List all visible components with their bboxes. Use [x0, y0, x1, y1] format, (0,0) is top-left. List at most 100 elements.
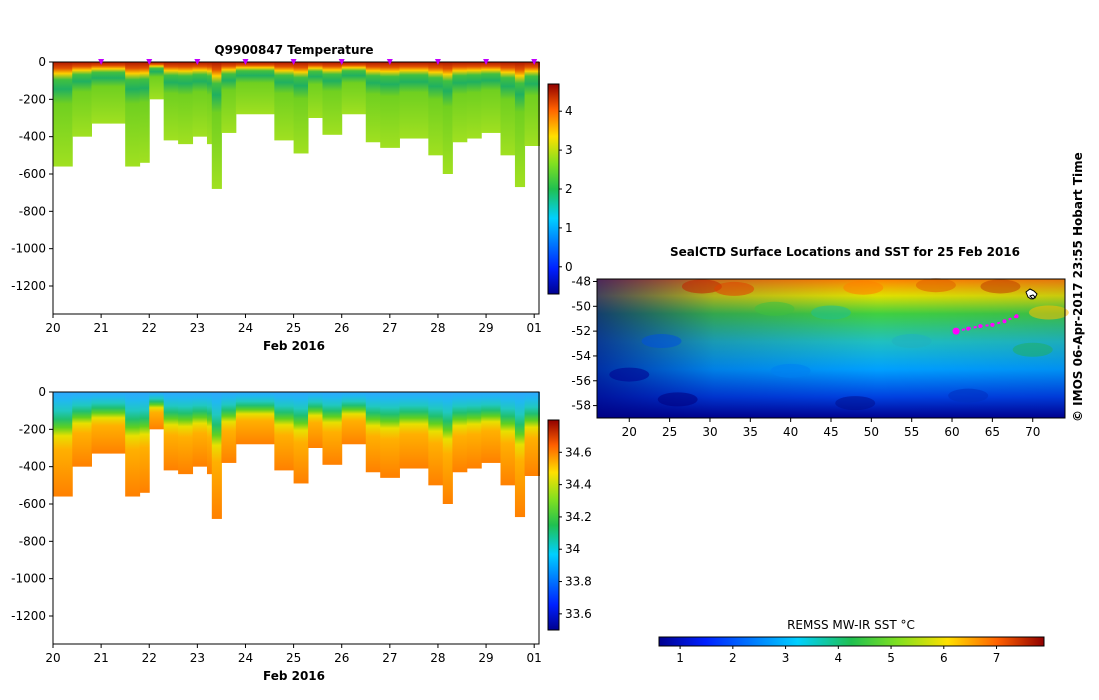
sst-colorbar-label: REMSS MW-IR SST °C — [787, 618, 915, 632]
profile-marker — [242, 59, 249, 65]
x-tick-label: 27 — [382, 651, 397, 665]
sst-anomaly — [843, 280, 884, 295]
temperature-colorbar-ticks: 0 1 2 3 4 — [559, 104, 573, 274]
sst-anomaly — [641, 334, 682, 349]
seal-track-point — [1014, 314, 1019, 319]
sst-anomaly — [609, 367, 650, 382]
profile-column — [452, 62, 468, 143]
y-tick-label: -600 — [19, 167, 46, 181]
profile-marker — [386, 59, 393, 65]
salinity-field — [53, 392, 540, 519]
temperature-y-axis: 0 -200 -400 -600 -800 -1000 -1200 — [11, 55, 53, 293]
x-tick-label: 20 — [45, 651, 60, 665]
profile-column — [428, 392, 444, 486]
island-outline — [1025, 288, 1038, 300]
y-tick-label: -56 — [571, 374, 591, 388]
profile-column — [341, 392, 367, 445]
sst-colorbar-ticks: 1 2 3 4 5 6 7 — [676, 646, 1000, 665]
profile-column — [206, 392, 213, 475]
profile-column — [500, 392, 516, 486]
sst-anomaly — [915, 278, 956, 293]
salinity-panel: 20 21 22 23 24 25 26 27 28 29 01 0 -200 -400 -600 -800… — [11, 385, 592, 683]
profile-column — [442, 392, 453, 504]
profile-column — [500, 62, 516, 156]
x-tick-label: 21 — [93, 321, 108, 335]
profile-column — [221, 392, 237, 463]
profile-column — [221, 62, 237, 133]
profile-column — [72, 62, 92, 137]
profile-marker — [194, 59, 201, 65]
seal-track-point — [952, 327, 960, 335]
x-tick-label: 25 — [286, 321, 301, 335]
colorbar-tick-label: 4 — [565, 104, 573, 118]
x-tick-label: 20 — [45, 321, 60, 335]
profile-column — [399, 62, 429, 139]
profile-column — [192, 392, 208, 467]
profile-marker — [98, 59, 105, 65]
x-tick-label: 01 — [527, 651, 542, 665]
y-tick-label: -1000 — [11, 242, 46, 256]
salinity-plot-frame — [52, 391, 540, 645]
profile-column — [308, 392, 323, 448]
y-tick-label: -600 — [19, 497, 46, 511]
profile-column — [380, 62, 400, 148]
x-tick-label: 23 — [190, 321, 205, 335]
temperature-panel: Q9900847 Temperature 20 21 22 23 24 25 26 27 28 2… — [11, 43, 573, 353]
x-tick-label: 29 — [478, 651, 493, 665]
y-tick-label: -50 — [571, 299, 591, 313]
profile-column — [341, 62, 367, 115]
profile-marker — [483, 59, 490, 65]
colorbar-tick-label: 4 — [834, 651, 842, 665]
colorbar-tick-label: 2 — [565, 182, 573, 196]
x-tick-label: 25 — [662, 425, 677, 439]
sst-map-title: SealCTD Surface Locations and SST for 25… — [670, 245, 1020, 259]
x-tick-label: 60 — [944, 425, 959, 439]
profile-column — [149, 62, 165, 100]
x-tick-label: 28 — [430, 651, 445, 665]
colorbar-tick-label: 33.6 — [565, 607, 592, 621]
colorbar-tick-label: 3 — [782, 651, 790, 665]
y-tick-label: -800 — [19, 204, 46, 218]
profile-column — [428, 62, 444, 156]
profile-column — [322, 392, 343, 465]
y-tick-label: -58 — [571, 399, 591, 413]
profile-column — [399, 392, 429, 469]
profile-column — [514, 62, 526, 188]
salinity-colorbar-ticks: 33.6 33.8 34 34.2 34.4 34.6 — [559, 445, 592, 621]
profile-column — [72, 392, 92, 467]
sst-anomaly — [754, 301, 795, 316]
profile-column — [514, 392, 526, 518]
profile-marker — [338, 59, 345, 65]
salinity-y-axis: 0 -200 -400 -600 -800 -1000 -1200 — [11, 385, 53, 623]
x-tick-label: 28 — [430, 321, 445, 335]
profile-marker — [434, 59, 441, 65]
x-tick-label: 24 — [238, 321, 253, 335]
profile-column — [178, 392, 194, 475]
x-tick-label: 55 — [904, 425, 919, 439]
x-tick-label: 23 — [190, 651, 205, 665]
profile-column — [125, 62, 141, 167]
profile-column — [53, 392, 73, 497]
x-tick-label: 24 — [238, 651, 253, 665]
x-tick-label: 26 — [334, 321, 349, 335]
profile-column — [163, 392, 179, 471]
profile-column — [192, 62, 208, 137]
x-tick-label: 25 — [286, 651, 301, 665]
colorbar-tick-label: 2 — [729, 651, 737, 665]
profile-column — [524, 62, 540, 146]
profile-column — [365, 62, 381, 143]
sst-map-y-axis: -48 -50 -52 -54 -56 -58 — [571, 274, 597, 413]
profile-column — [442, 62, 453, 174]
colorbar-tick-label: 33.8 — [565, 575, 592, 589]
colorbar-tick-label: 34.4 — [565, 478, 592, 492]
x-tick-label: 70 — [1025, 425, 1040, 439]
profile-column — [139, 62, 150, 163]
sst-map-panel: SealCTD Surface Locations and SST for 25… — [571, 245, 1069, 665]
y-tick-label: -400 — [19, 130, 46, 144]
y-tick-label: -52 — [571, 324, 591, 338]
x-tick-label: 01 — [527, 321, 542, 335]
colorbar-tick-label: 0 — [565, 260, 573, 274]
profile-column — [211, 392, 222, 519]
x-tick-label: 22 — [142, 321, 157, 335]
